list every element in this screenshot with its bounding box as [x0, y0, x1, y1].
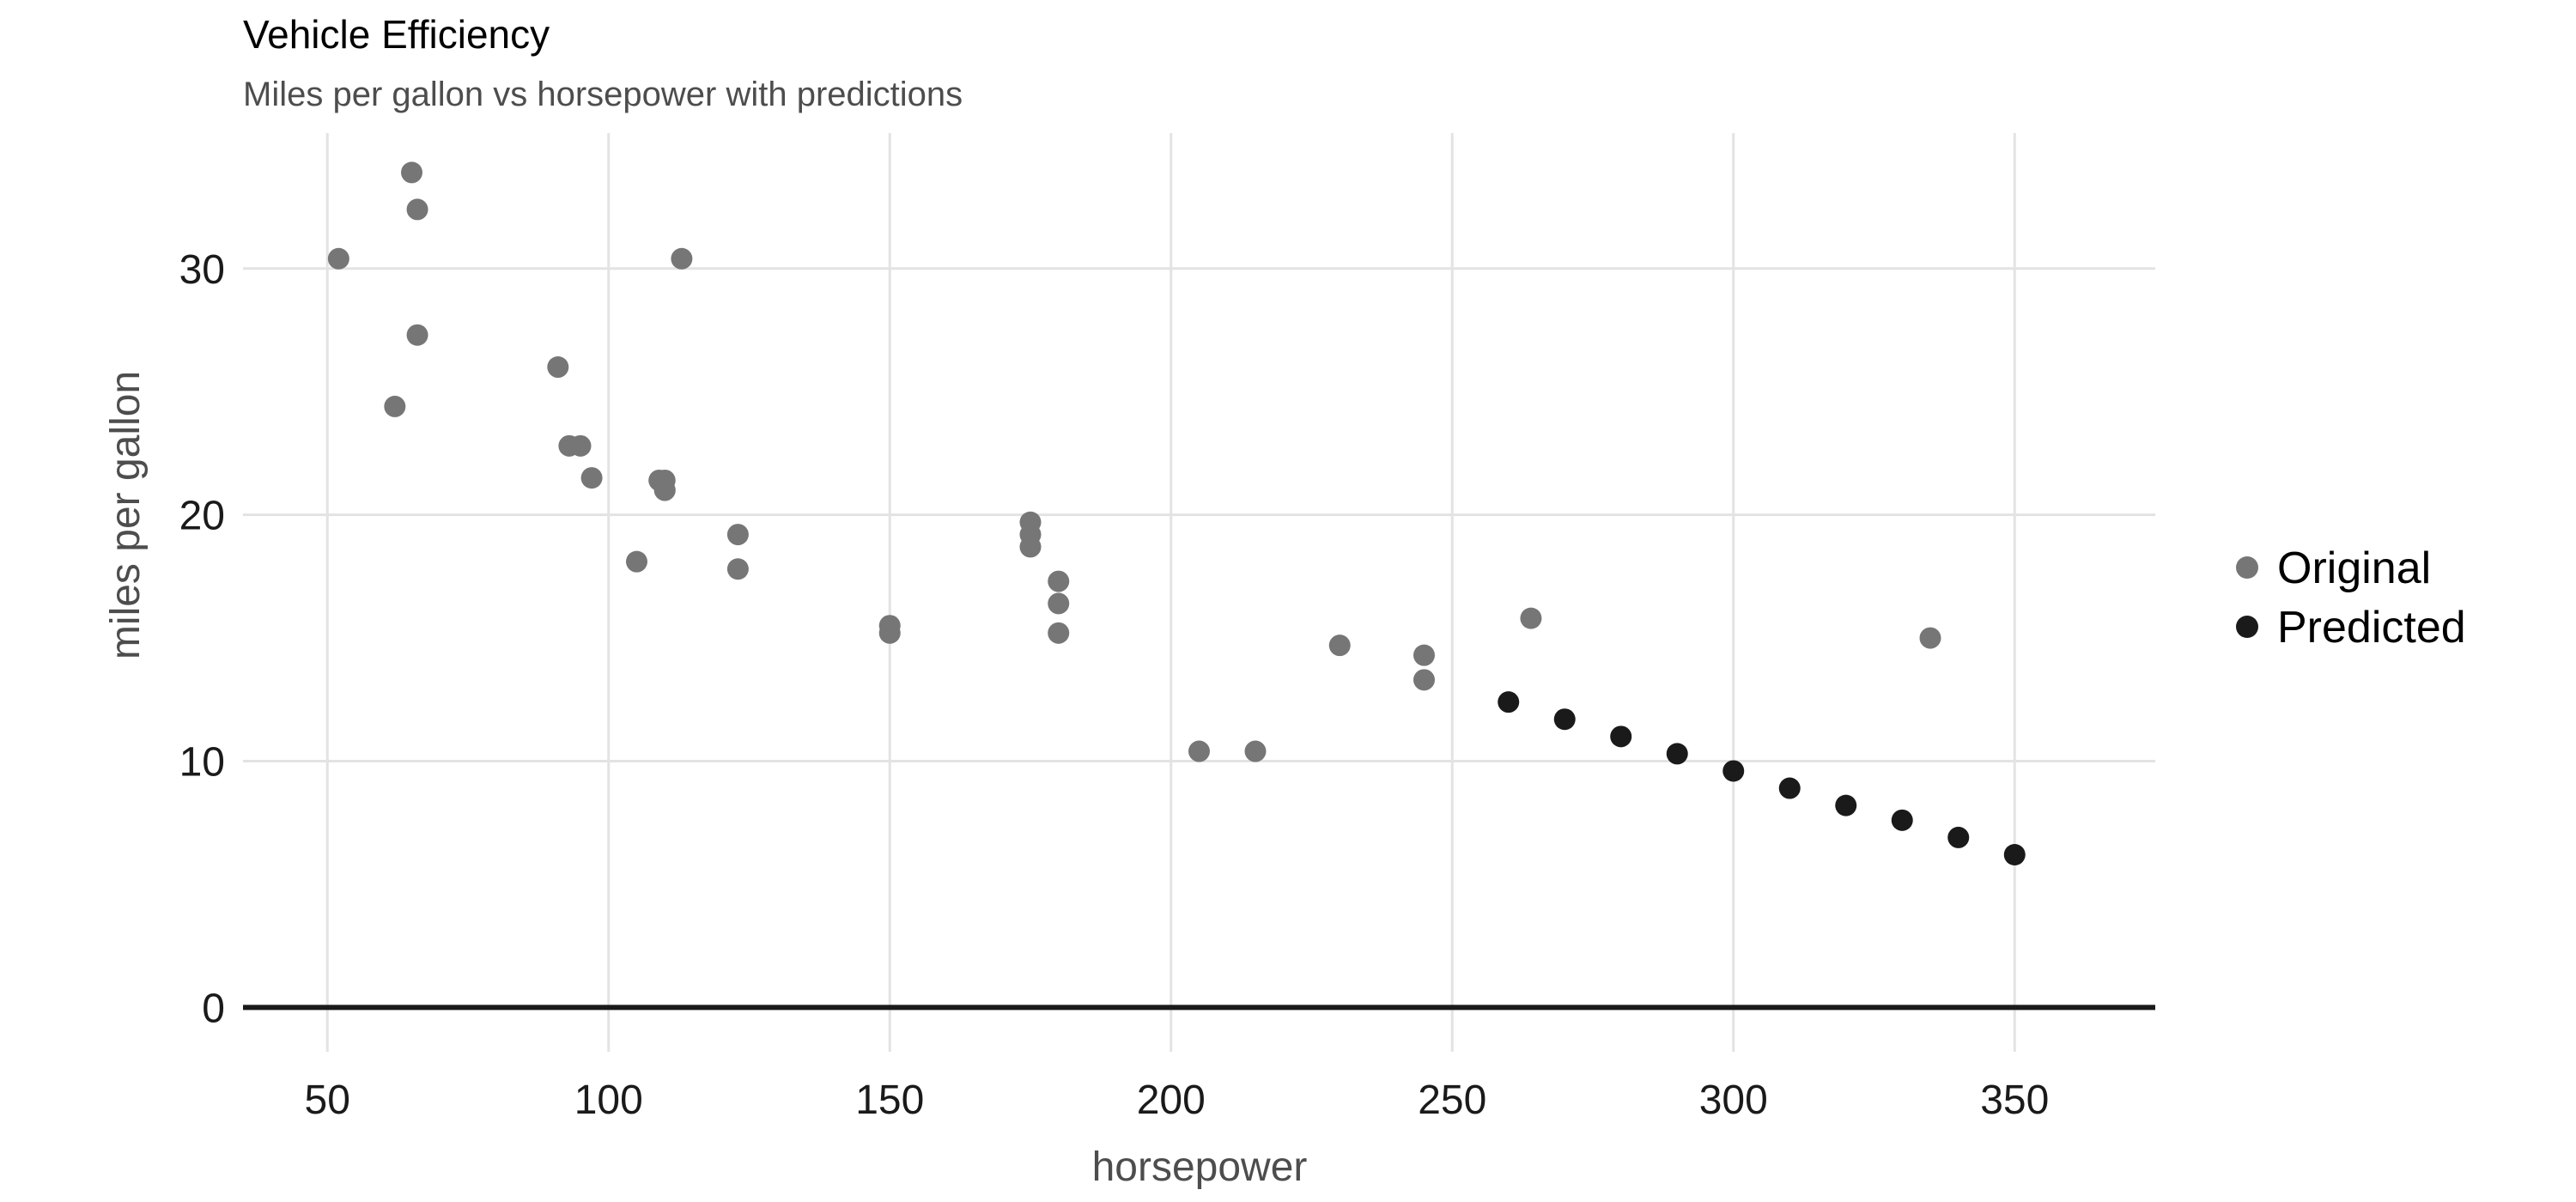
point-original [878, 622, 901, 644]
point-predicted [1553, 708, 1576, 731]
y-axis-title: miles per gallon [103, 371, 149, 659]
point-original [726, 524, 749, 546]
legend-key-predicted [2236, 616, 2258, 638]
point-original [1048, 622, 1070, 644]
point-predicted [1666, 743, 1688, 765]
point-predicted [1891, 809, 1913, 831]
point-predicted [1947, 826, 1970, 848]
x-tick-label: 50 [305, 1078, 350, 1123]
point-predicted [1722, 760, 1745, 782]
point-original [547, 356, 569, 379]
y-tick-label: 30 [179, 247, 225, 293]
grid-lines [243, 133, 2155, 1052]
point-predicted [1835, 794, 1857, 817]
point-original [1019, 511, 1042, 533]
x-tick-label: 250 [1418, 1078, 1486, 1123]
legend-key-original [2236, 556, 2258, 579]
point-original [1413, 669, 1435, 691]
x-tick-label: 200 [1137, 1078, 1206, 1123]
point-original [1188, 740, 1210, 762]
point-original [406, 198, 428, 221]
point-original [384, 395, 406, 417]
point-original [569, 434, 592, 457]
data-points [327, 161, 2026, 866]
point-original [671, 247, 693, 270]
point-original [327, 247, 349, 270]
point-original [626, 550, 647, 573]
y-tick-label: 20 [179, 494, 225, 539]
point-predicted [1610, 725, 1632, 748]
x-axis-ticks: 50 100 150 200 250 300 350 [305, 1078, 2050, 1123]
point-original [580, 467, 603, 489]
point-predicted [1498, 691, 1520, 713]
point-original [1520, 607, 1542, 629]
point-predicted [2003, 844, 2026, 866]
point-original [1328, 634, 1351, 657]
point-original [648, 469, 671, 491]
y-tick-label: 10 [179, 740, 225, 786]
point-predicted [1778, 777, 1801, 799]
point-original [1048, 570, 1070, 592]
x-tick-label: 300 [1699, 1078, 1768, 1123]
x-tick-label: 100 [574, 1078, 643, 1123]
legend: Original Predicted [2236, 543, 2466, 653]
chart-title: Vehicle Efficiency [243, 12, 550, 57]
x-axis-title: horsepower [1092, 1144, 1308, 1190]
point-original [1919, 627, 1941, 649]
legend-label-predicted: Predicted [2277, 603, 2466, 653]
point-original [1048, 592, 1070, 615]
point-original [401, 161, 422, 184]
x-tick-label: 150 [855, 1078, 924, 1123]
point-original [726, 558, 749, 580]
y-tick-label: 0 [202, 986, 225, 1031]
point-original [406, 324, 428, 346]
legend-label-original: Original [2277, 543, 2431, 593]
chart-subtitle: Miles per gallon vs horsepower with pred… [243, 76, 963, 113]
x-tick-label: 350 [1980, 1078, 2049, 1123]
point-original [1244, 740, 1267, 762]
y-axis-ticks: 0 10 20 30 [179, 247, 225, 1032]
point-original [1413, 644, 1435, 666]
